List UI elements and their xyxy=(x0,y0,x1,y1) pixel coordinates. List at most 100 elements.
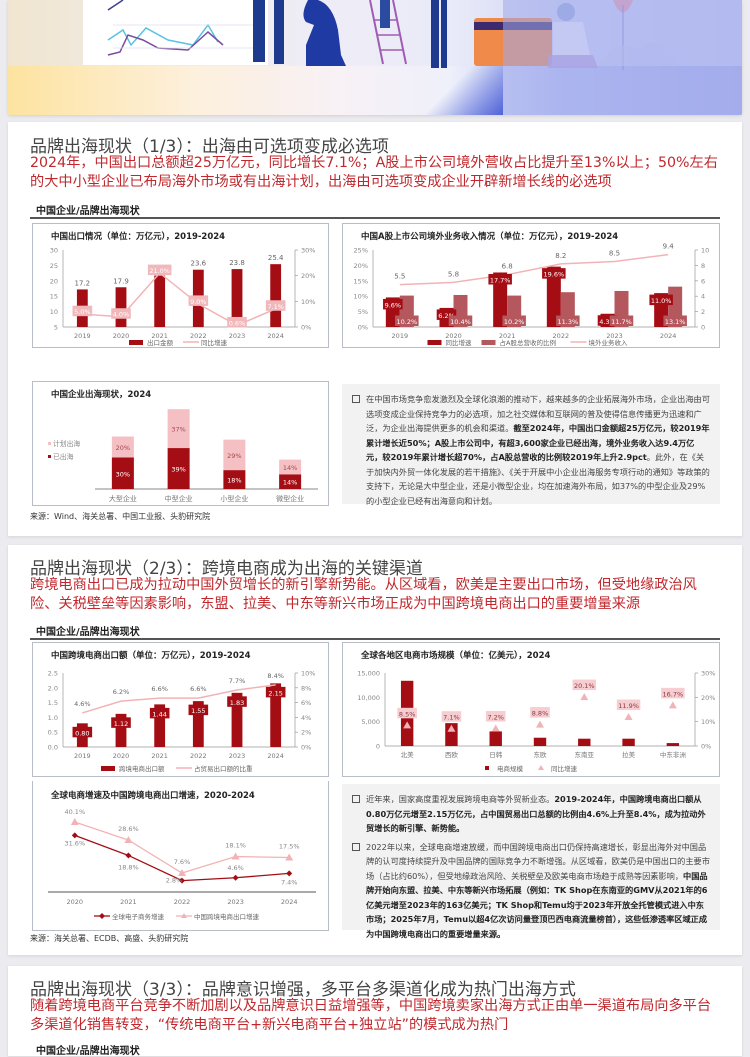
card-title: 品牌出海现状（1/3）：出海由可选项变成必选项 xyxy=(30,137,389,157)
card-subtitle: 2024年，中国出口总额超25万亿元，同比增长7.1%；A股上市公司境外营收占比… xyxy=(30,155,718,190)
svg-text:同比增速: 同比增速 xyxy=(201,338,228,347)
chart-title: 中国企业出海现状，2024 xyxy=(51,390,152,400)
svg-text:0%: 0% xyxy=(358,324,368,332)
svg-text:1.12: 1.12 xyxy=(114,720,128,728)
svg-text:17.7%: 17.7% xyxy=(490,276,511,284)
svg-text:11.3%: 11.3% xyxy=(558,318,579,326)
enterprise-overseas-plot: 30% 20% 大型企业 39% 37% 中型企业 18% 29% 小型企业 14% 14% 微型企业… xyxy=(48,409,318,503)
svg-text:10%: 10% xyxy=(301,298,315,306)
checkbox-bullet-icon xyxy=(352,395,360,403)
chart-title: 中国出口情况（单位：万亿元），2019-2024 xyxy=(51,232,226,242)
svg-text:占贸易出口额的比重: 占贸易出口额的比重 xyxy=(194,764,253,773)
svg-text:6.2%: 6.2% xyxy=(438,312,455,320)
svg-text:2019: 2019 xyxy=(74,332,91,340)
svg-text:0%: 0% xyxy=(301,744,311,752)
svg-text:15%: 15% xyxy=(354,277,368,285)
svg-text:2023: 2023 xyxy=(229,332,246,340)
regional-ecom-plot: 0 5,000 10,000 15,000 0% 10% 20% 30% 北美 西欧 日韩 东欧 东南亚… xyxy=(357,670,715,774)
svg-text:0: 0 xyxy=(701,324,705,332)
section-divider xyxy=(30,638,720,640)
chart-title: 中国跨境电商出口额（单位：万亿元），2019-2024 xyxy=(51,651,251,661)
svg-text:11.9%: 11.9% xyxy=(618,702,639,710)
svg-text:8.2: 8.2 xyxy=(555,252,566,260)
svg-text:11.7%: 11.7% xyxy=(611,318,632,326)
svg-text:10: 10 xyxy=(701,247,709,255)
svg-text:2020: 2020 xyxy=(113,332,130,340)
svg-text:日韩: 日韩 xyxy=(489,750,503,759)
svg-text:5.8: 5.8 xyxy=(448,270,459,278)
card-brand-overseas-3: 品牌出海现状（3/3）：品牌意识增强，多平台多渠道化成为热门出海方式 随着跨境电… xyxy=(8,966,742,1057)
svg-text:同比增速: 同比增速 xyxy=(446,338,473,347)
svg-text:2022: 2022 xyxy=(190,752,207,760)
svg-text:15,000: 15,000 xyxy=(357,670,380,678)
svg-text:20%: 20% xyxy=(354,262,368,270)
banner-right-pane xyxy=(503,0,742,115)
svg-text:7.6%: 7.6% xyxy=(174,858,191,866)
bullet-text: 近年来，国家高度重视发展跨境电商等外贸新业态。2019-2024年，中国跨境电商… xyxy=(366,794,706,833)
svg-text:2020: 2020 xyxy=(113,752,130,760)
svg-text:7.2%: 7.2% xyxy=(487,713,504,721)
svg-text:出口金额: 出口金额 xyxy=(147,338,174,347)
svg-text:40.1%: 40.1% xyxy=(64,808,85,816)
svg-text:31.6%: 31.6% xyxy=(64,839,85,847)
svg-text:10.2%: 10.2% xyxy=(397,318,418,326)
svg-text:25.4: 25.4 xyxy=(268,254,284,262)
svg-text:2020: 2020 xyxy=(67,898,84,906)
svg-text:8: 8 xyxy=(701,262,705,270)
svg-text:5: 5 xyxy=(54,324,58,332)
svg-text:4.6%: 4.6% xyxy=(74,700,91,708)
svg-text:全球电子商务增速: 全球电子商务增速 xyxy=(112,912,165,921)
svg-text:东欧: 东欧 xyxy=(534,750,548,759)
svg-text:10,000: 10,000 xyxy=(357,694,380,702)
svg-text:东南亚: 东南亚 xyxy=(575,750,595,759)
svg-text:中东非洲: 中东非洲 xyxy=(660,750,686,759)
svg-text:21.0%: 21.0% xyxy=(149,267,170,275)
svg-text:4.0%: 4.0% xyxy=(113,311,130,319)
svg-text:29%: 29% xyxy=(227,452,241,460)
svg-text:6.6%: 6.6% xyxy=(151,685,168,693)
svg-text:0%: 0% xyxy=(301,324,311,332)
svg-text:2023: 2023 xyxy=(606,332,623,340)
svg-text:4.6%: 4.6% xyxy=(227,864,244,872)
svg-text:中国跨境电商出口增速: 中国跨境电商出口增速 xyxy=(194,912,260,921)
svg-text:6.8: 6.8 xyxy=(502,263,513,271)
svg-text:计划出海: 计划出海 xyxy=(53,439,80,448)
svg-text:2023: 2023 xyxy=(227,898,244,906)
svg-text:1.0: 1.0 xyxy=(48,714,58,722)
a-share-overseas-plot: 0% 5% 10% 15% 20% 25% 0 2 4 6 8 10 2019 2020 2021 2022 2… xyxy=(354,243,710,347)
svg-text:5,000: 5,000 xyxy=(361,718,380,726)
svg-text:18.1%: 18.1% xyxy=(225,842,246,850)
svg-text:25%: 25% xyxy=(354,247,368,255)
svg-text:2021: 2021 xyxy=(120,898,137,906)
checkbox-bullet-icon xyxy=(352,795,360,803)
bullet-text: 在中国市场竞争愈发激烈及全球化浪潮的推动下，越来越多的企业拓展海外市场，企业出海… xyxy=(366,394,710,506)
source-note: 来源：海关总署、ECDB、高盛、头豹研究院 xyxy=(30,934,189,943)
svg-text:0.6%: 0.6% xyxy=(229,319,246,327)
svg-text:10%: 10% xyxy=(301,670,315,678)
card-brand-overseas-2: 品牌出海现状（2/3）：跨境电商成为出海的关键渠道 跨境电商出口已成为拉动中国外… xyxy=(8,545,742,955)
svg-text:5.5: 5.5 xyxy=(394,273,405,281)
section-label: 中国企业/品牌出海现状 xyxy=(36,1046,140,1057)
svg-text:0.0: 0.0 xyxy=(48,744,58,752)
svg-text:1.83: 1.83 xyxy=(230,699,244,707)
svg-text:跨境电商出口额: 跨境电商出口额 xyxy=(119,764,165,773)
section-label: 中国企业/品牌出海现状 xyxy=(36,206,140,217)
svg-text:7.1%: 7.1% xyxy=(443,714,460,722)
svg-text:13.1%: 13.1% xyxy=(665,318,686,326)
svg-text:拉美: 拉美 xyxy=(622,750,636,759)
svg-text:同比增速: 同比增速 xyxy=(551,764,578,773)
summary-bullet: 2022年以来，全球电商增速放缓，而中国跨境电商出口仍保持高速增长，彰显出海外对… xyxy=(352,840,710,942)
svg-text:1.5: 1.5 xyxy=(48,699,58,707)
svg-text:2024: 2024 xyxy=(660,332,677,340)
svg-text:2.0: 2.0 xyxy=(48,684,58,692)
card-brand-overseas-1: 品牌出海现状（1/3）：出海由可选项变成必选项 2024年，中国出口总额超25万… xyxy=(8,122,742,536)
svg-text:大型企业: 大型企业 xyxy=(109,494,137,503)
checkbox-bullet-icon xyxy=(352,842,360,851)
chart-title: 全球电商增速及中国跨境电商出口增速，2020-2024 xyxy=(51,791,255,801)
section-label: 中国企业/品牌出海现状 xyxy=(36,627,140,638)
svg-text:2024: 2024 xyxy=(281,898,298,906)
china-exports-plot: 5 10 15 20 25 30 0% 10% 20% 30% 2019 2020 2021 2022 20… xyxy=(50,247,316,348)
svg-text:0: 0 xyxy=(376,743,380,751)
svg-text:20%: 20% xyxy=(116,444,130,452)
svg-text:17.9: 17.9 xyxy=(113,277,129,285)
